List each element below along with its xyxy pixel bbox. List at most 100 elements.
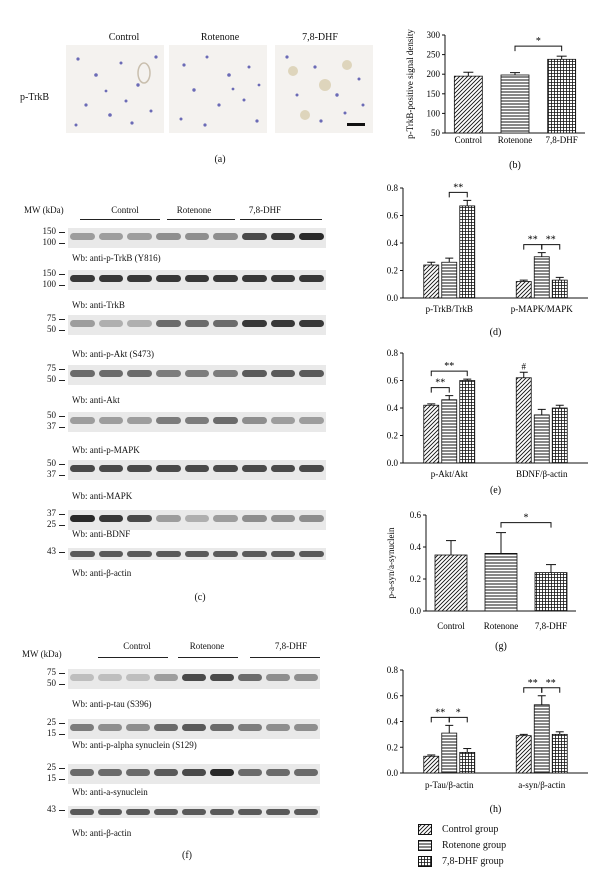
sig-bracket-b-0 bbox=[514, 45, 563, 52]
band-c-5-2 bbox=[127, 465, 152, 472]
y-tick-label-b-1: 100 bbox=[427, 108, 441, 118]
chart-b: 50 100 150 200 250 300 p-TrkB-positive signal … bbox=[405, 29, 585, 171]
caption-f: (f) bbox=[182, 850, 192, 861]
mw-tick-f-3-0 bbox=[59, 810, 65, 811]
band-c-5-3 bbox=[156, 465, 181, 472]
caption-e: (e) bbox=[490, 485, 501, 495]
y-tick-label-b-2: 150 bbox=[427, 89, 441, 99]
band-c-3-8 bbox=[299, 370, 324, 377]
caption-h: (h) bbox=[490, 804, 502, 815]
mw-tick-c-6-1 bbox=[59, 525, 65, 526]
bar-h-0-0 bbox=[423, 755, 440, 774]
x-label-g-0: Control bbox=[437, 621, 465, 631]
legend-item-control: Control group bbox=[418, 821, 588, 837]
y-tick-label-d-2: 0.4 bbox=[387, 238, 399, 248]
band-c-7-1 bbox=[98, 551, 124, 557]
band-c-1-0 bbox=[70, 275, 95, 282]
band-f-0-8 bbox=[294, 674, 318, 681]
row-label-ptrkb: p-TrkB bbox=[20, 92, 50, 103]
sig-bracket-d-0 bbox=[448, 191, 468, 198]
caption-c: (c) bbox=[194, 592, 206, 603]
mw-tick-f-1-1 bbox=[59, 734, 65, 735]
band-c-0-1 bbox=[98, 233, 124, 240]
y-axis-label-b: p-TrkB-positive signal density bbox=[405, 29, 415, 139]
sig-bracket-e-0 bbox=[430, 387, 450, 393]
blot-c-4 bbox=[68, 412, 326, 432]
band-c-1-5 bbox=[213, 275, 238, 282]
mw-tick-f-2-1 bbox=[59, 779, 65, 780]
y-tick-label-g-2: 0.4 bbox=[410, 542, 422, 552]
y-tick-label-h-1: 0.2 bbox=[387, 742, 398, 752]
bar-d-0-0 bbox=[423, 264, 440, 299]
blot-c-1 bbox=[68, 270, 326, 290]
band-c-6-1 bbox=[98, 515, 124, 522]
blot-c-0 bbox=[68, 228, 326, 248]
band-f-0-6 bbox=[238, 674, 262, 681]
y-tick-label-h-0: 0.0 bbox=[387, 768, 399, 778]
band-f-2-7 bbox=[266, 769, 290, 776]
band-c-5-8 bbox=[299, 465, 324, 472]
band-c-2-3 bbox=[156, 320, 181, 327]
mw-marker-c-4-0: 50 bbox=[47, 410, 56, 420]
blot-label-c-3: Wb: anti-Akt bbox=[72, 395, 120, 405]
band-c-0-3 bbox=[156, 233, 181, 240]
mw-marker-c-2-1: 50 bbox=[47, 324, 56, 334]
band-c-6-2 bbox=[127, 515, 152, 522]
group-line-rotenone-f bbox=[178, 657, 238, 658]
mw-marker-c-1-1: 100 bbox=[42, 279, 57, 289]
blot-f-0 bbox=[68, 669, 320, 689]
mw-tick-c-7-0 bbox=[59, 552, 65, 553]
blot-label-f-2: Wb: anti-a-synuclein bbox=[72, 787, 148, 797]
bar-e-1-0 bbox=[515, 377, 532, 464]
band-c-2-2 bbox=[127, 320, 152, 327]
sig-label-h-3: ** bbox=[546, 678, 556, 689]
band-f-1-7 bbox=[266, 724, 290, 731]
band-f-0-7 bbox=[266, 674, 290, 681]
blot-label-c-7: Wb: anti-β-actin bbox=[72, 568, 132, 578]
bar-g-0 bbox=[434, 554, 468, 612]
band-c-2-5 bbox=[213, 320, 238, 327]
bar-d-1-2 bbox=[551, 279, 568, 299]
blot-label-c-0: Wb: anti-p-TrkB (Y816) bbox=[72, 253, 161, 263]
bar-e-0-1 bbox=[441, 399, 458, 464]
band-f-2-6 bbox=[238, 769, 262, 776]
band-f-3-1 bbox=[98, 809, 122, 815]
band-c-6-7 bbox=[270, 515, 296, 522]
band-c-0-2 bbox=[127, 233, 152, 240]
bar-b-0 bbox=[453, 75, 483, 134]
col-label-rotenone: Rotenone bbox=[200, 32, 240, 43]
band-f-3-2 bbox=[126, 809, 150, 815]
bar-h-0-2 bbox=[459, 752, 476, 774]
mw-tick-c-2-1 bbox=[59, 330, 65, 331]
group-line-control-c bbox=[80, 219, 160, 220]
sig-label-h-2: ** bbox=[528, 678, 538, 689]
y-tick-label-b-3: 200 bbox=[427, 69, 441, 79]
chart-h: 0.0 0.2 0.4 0.6 0.8 p-Tau/β-actin a-syn/β-acti… bbox=[387, 665, 588, 815]
mw-marker-c-3-0: 75 bbox=[47, 363, 56, 373]
x-label-h-1: a-syn/β-actin bbox=[518, 780, 566, 790]
band-c-3-2 bbox=[127, 370, 152, 377]
x-label-g-2: 7,8-DHF bbox=[535, 621, 567, 631]
y-tick-label-g-0: 0.0 bbox=[410, 606, 422, 616]
mw-tick-c-4-0 bbox=[59, 416, 65, 417]
band-f-3-3 bbox=[154, 809, 178, 815]
bar-g-2 bbox=[534, 572, 568, 612]
mw-tick-c-3-1 bbox=[59, 380, 65, 381]
band-f-2-4 bbox=[182, 769, 206, 776]
micrograph-rotenone bbox=[169, 45, 267, 133]
group-label-dhf-c: 7,8-DHF bbox=[248, 205, 282, 215]
band-c-3-1 bbox=[98, 370, 124, 377]
band-c-2-6 bbox=[242, 320, 267, 327]
band-c-0-0 bbox=[70, 233, 95, 240]
mw-marker-c-0-0: 150 bbox=[42, 226, 57, 236]
bar-h-0-1 bbox=[441, 732, 458, 774]
x-label-e-1: BDNF/β-actin bbox=[516, 469, 568, 479]
mw-tick-c-1-0 bbox=[59, 274, 65, 275]
mw-marker-f-1-0: 25 bbox=[47, 717, 56, 727]
band-c-7-7 bbox=[270, 551, 296, 557]
band-c-5-4 bbox=[184, 465, 210, 472]
chart-g: 0.0 0.2 0.4 0.6 p-a-syn/a-synuclein Control Ro… bbox=[386, 510, 576, 652]
col-label-dhf: 7,8-DHF bbox=[302, 32, 338, 43]
band-f-3-0 bbox=[70, 809, 94, 815]
y-tick-label-h-3: 0.6 bbox=[387, 691, 399, 701]
